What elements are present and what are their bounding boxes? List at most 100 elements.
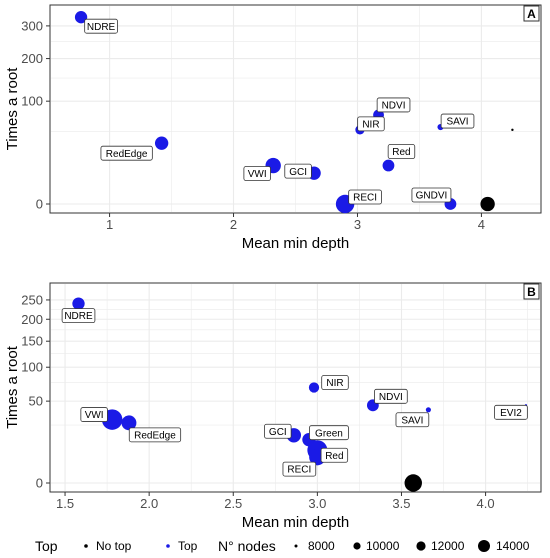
point-label-vwi: VWI xyxy=(80,407,108,422)
y-tick-label: 50 xyxy=(29,394,43,409)
point-label-savi: SAVI xyxy=(440,113,475,129)
panel-b-y-ticks: 0 50 100 150 200 250 xyxy=(21,292,50,491)
legend-top-title: Top xyxy=(35,538,58,554)
point-label-text: NIR xyxy=(362,119,379,130)
point-label-text: RECI xyxy=(287,465,311,476)
data-point-savi xyxy=(425,407,431,413)
y-tick-label: 300 xyxy=(21,18,43,33)
point-label-box xyxy=(61,308,96,324)
point-label-box xyxy=(387,144,416,159)
data-point-nir xyxy=(308,382,320,393)
point-label-text: Red xyxy=(325,451,343,462)
legend-nodes-title: N° nodes xyxy=(218,538,276,554)
point-label-box xyxy=(494,404,528,420)
point-label-box xyxy=(320,447,349,463)
point-label-text: EVI2 xyxy=(500,408,522,419)
point-label-box xyxy=(264,423,292,439)
point-label-box xyxy=(374,388,408,404)
point-label-text: RECI xyxy=(353,193,377,204)
panel-b-x-axis-title: Mean min depth xyxy=(242,514,350,531)
x-tick-label: 1 xyxy=(106,217,113,232)
y-tick-label: 0 xyxy=(36,476,43,491)
point-label-text: GCI xyxy=(269,427,287,438)
legend-nodes-12000-label: 12000 xyxy=(431,539,465,553)
panel-b-x-ticks: 1.5 2.0 2.5 3.0 3.5 4.0 xyxy=(56,492,495,511)
point-label-red: Red xyxy=(320,447,349,463)
legend-nodes-10000-marker xyxy=(353,542,361,550)
x-tick-label: 2 xyxy=(230,217,237,232)
point-label-box xyxy=(100,145,153,161)
legend-nodes-14000-marker xyxy=(478,540,490,552)
point-label-evi2: EVI2 xyxy=(494,404,528,420)
data-point-unlabeled xyxy=(511,128,514,132)
point-label-ndre: NDRE xyxy=(84,18,118,34)
point-label-rededge: RedEdge xyxy=(100,145,153,161)
x-tick-label: 2.5 xyxy=(224,496,242,511)
panel-a-letter-badge: A xyxy=(523,5,540,22)
y-tick-label: 100 xyxy=(21,94,43,109)
point-label-box xyxy=(243,166,271,181)
x-tick-label: 3.0 xyxy=(308,496,326,511)
panel-a-x-axis-title: Mean min depth xyxy=(242,235,350,252)
panel-b-labels: NDRE VWI RedEdge GCI Green NIR Red RECI NDVI SAVI… xyxy=(61,308,528,477)
legend: Top No top Top N° nodes 8000 10000 12000… xyxy=(35,538,530,554)
x-tick-label: 4 xyxy=(478,217,485,232)
point-label-nir: NIR xyxy=(321,375,349,390)
point-label-reci: RECI xyxy=(348,189,382,205)
point-label-gci: GCI xyxy=(284,163,312,179)
point-label-reci: RECI xyxy=(282,461,317,477)
panel-a-y-axis-title: Times a root xyxy=(4,67,21,151)
panel-b-y-axis-title: Times a root xyxy=(4,345,21,429)
point-label-vwi: VWI xyxy=(243,166,271,181)
point-label-text: Red xyxy=(392,147,410,158)
point-label-box xyxy=(348,189,382,205)
y-tick-label: 150 xyxy=(21,334,43,349)
x-tick-label: 4.0 xyxy=(477,496,495,511)
x-tick-label: 3 xyxy=(354,217,361,232)
point-label-text: NDVI xyxy=(382,101,406,112)
point-label-text: RedEdge xyxy=(134,430,176,441)
point-label-ndvi: NDVI xyxy=(376,97,411,113)
point-label-text: NDVI xyxy=(379,392,403,403)
point-label-box xyxy=(411,187,452,203)
panel-b-points xyxy=(72,297,528,492)
data-point-ndre xyxy=(74,11,88,24)
panel-a-letter: A xyxy=(527,7,536,21)
panel-b-grid xyxy=(51,284,540,491)
y-tick-label: 0 xyxy=(36,197,43,212)
y-tick-label: 100 xyxy=(21,360,43,375)
panel-b-frame xyxy=(49,282,542,493)
point-label-text: GNDVI xyxy=(416,191,448,202)
point-label-box xyxy=(357,116,385,132)
panel-b-letter: B xyxy=(527,285,536,299)
panel-b-letter-badge: B xyxy=(523,283,540,300)
point-label-box xyxy=(376,97,411,113)
panel-a-letter-box xyxy=(523,5,540,22)
x-tick-label: 3.5 xyxy=(392,496,410,511)
point-label-box xyxy=(80,407,108,422)
point-label-text: Green xyxy=(315,428,343,439)
y-tick-label: 200 xyxy=(21,51,43,66)
data-point-unlabeled xyxy=(404,474,422,492)
point-label-box xyxy=(282,461,317,477)
point-label-box xyxy=(440,113,475,129)
y-tick-label: 200 xyxy=(21,312,43,327)
point-label-gci: GCI xyxy=(264,423,292,439)
point-label-gndvi: GNDVI xyxy=(411,187,452,203)
point-label-text: RedEdge xyxy=(106,149,148,160)
y-tick-label: 250 xyxy=(21,292,43,307)
point-label-box xyxy=(395,412,430,428)
panel-b: NDRE VWI RedEdge GCI Green NIR Red RECI NDVI SAVI… xyxy=(4,282,542,531)
point-label-red: Red xyxy=(387,144,416,159)
point-label-box xyxy=(321,375,349,390)
legend-nodes-12000-marker xyxy=(416,541,426,551)
legend-no-top-label: No top xyxy=(96,539,132,553)
point-label-text: GCI xyxy=(289,167,307,178)
point-label-text: NIR xyxy=(326,378,343,389)
point-label-box xyxy=(284,163,312,179)
data-point-rededge xyxy=(154,136,169,150)
